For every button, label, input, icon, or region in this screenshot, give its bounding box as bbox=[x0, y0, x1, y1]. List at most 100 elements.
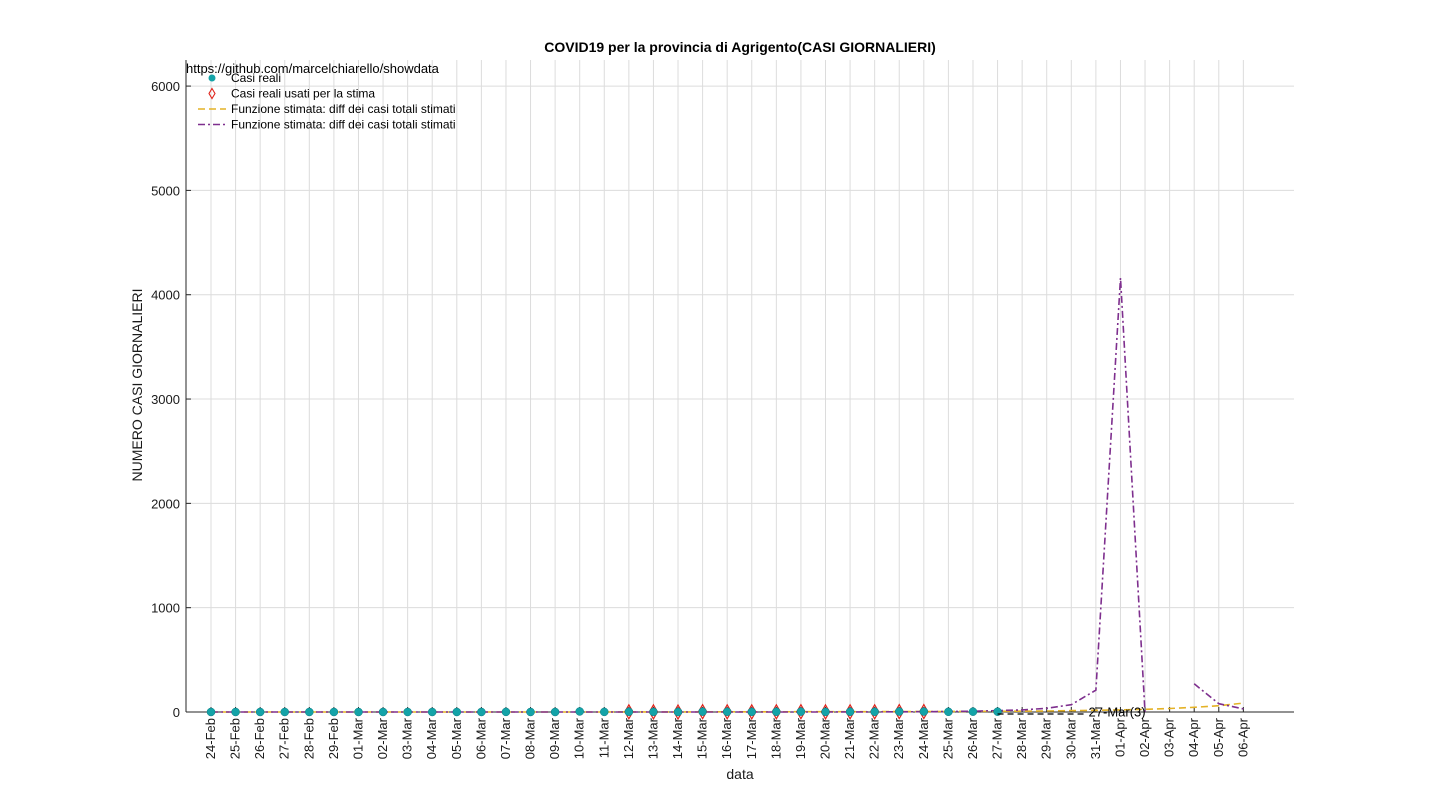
data-point-dot bbox=[944, 707, 953, 717]
x-tick-label: 02-Mar bbox=[375, 717, 390, 759]
x-tick-label: 26-Feb bbox=[252, 718, 267, 759]
data-point-dot bbox=[477, 707, 486, 717]
data-point-dot bbox=[206, 707, 216, 717]
y-tick-label: 0 bbox=[173, 705, 180, 720]
x-tick-label: 03-Apr bbox=[1162, 717, 1177, 757]
data-point-dot bbox=[403, 707, 412, 717]
x-tick-label: 16-Mar bbox=[719, 717, 734, 759]
x-tick-label: 22-Mar bbox=[867, 717, 882, 759]
legend-label: Funzione stimata: diff dei casi totali s… bbox=[231, 102, 456, 116]
x-tick-label: 18-Mar bbox=[768, 717, 783, 759]
x-tick-label: 08-Mar bbox=[523, 717, 538, 759]
x-tick-label: 17-Mar bbox=[744, 717, 759, 759]
x-tick-label: 28-Mar bbox=[1014, 717, 1029, 759]
x-tick-label: 03-Mar bbox=[400, 717, 415, 759]
x-tick-label: 06-Mar bbox=[473, 717, 488, 759]
x-tick-label: 11-Mar bbox=[596, 717, 611, 758]
data-point-dot bbox=[821, 707, 830, 717]
y-tick-label: 5000 bbox=[151, 183, 180, 198]
legend-marker-dot bbox=[208, 74, 216, 82]
annotation: 27-Mar(3) bbox=[1089, 705, 1146, 720]
x-tick-label: 31-Mar bbox=[1088, 717, 1103, 759]
data-point-dot bbox=[649, 707, 658, 717]
data-point-dot bbox=[673, 707, 683, 717]
x-tick-label: 01-Apr bbox=[1112, 717, 1127, 757]
x-tick-label: 30-Mar bbox=[1063, 717, 1078, 759]
x-tick-label: 04-Mar bbox=[424, 717, 439, 759]
data-point-dot bbox=[378, 707, 388, 717]
x-tick-label: 24-Feb bbox=[203, 718, 218, 759]
data-point-dot bbox=[722, 707, 732, 717]
chart-title: COVID19 per la provincia di Agrigento(CA… bbox=[544, 39, 936, 55]
y-tick-label: 1000 bbox=[151, 601, 180, 616]
x-tick-label: 12-Mar bbox=[621, 717, 636, 759]
x-tick-label: 19-Mar bbox=[793, 717, 808, 759]
data-point-dot bbox=[870, 707, 879, 717]
x-tick-label: 29-Feb bbox=[326, 718, 341, 759]
data-point-dot bbox=[354, 707, 363, 717]
x-tick-label: 23-Mar bbox=[891, 717, 906, 759]
data-point-dot bbox=[772, 707, 781, 717]
series-line-2 bbox=[211, 702, 1244, 713]
x-tick-label: 28-Feb bbox=[301, 718, 316, 759]
data-point-dot bbox=[427, 707, 437, 717]
x-tick-label: 05-Apr bbox=[1211, 717, 1226, 757]
data-point-dot bbox=[329, 707, 339, 717]
data-point-dot bbox=[600, 707, 609, 717]
x-tick-label: 10-Mar bbox=[572, 717, 587, 759]
tick-labels: 24-Feb 25-Feb 26-Feb 27-Feb 28-Feb 29-Feb 01-M… bbox=[151, 79, 1250, 759]
data-point-dot bbox=[305, 707, 314, 717]
data-point-dot bbox=[526, 707, 535, 717]
data-point-dot bbox=[919, 707, 929, 716]
legend-marker-diamond bbox=[208, 87, 216, 100]
y-tick-label: 6000 bbox=[151, 79, 180, 94]
x-tick-label: 05-Mar bbox=[449, 717, 464, 759]
data-point-dot bbox=[845, 707, 855, 717]
source-url: https://github.com/marcelchiarello/showd… bbox=[186, 61, 440, 76]
data-point-dot bbox=[452, 707, 462, 717]
data-point-dot bbox=[796, 707, 806, 716]
data-point-dot bbox=[968, 707, 978, 716]
x-tick-label: 13-Mar bbox=[645, 717, 660, 759]
x-tick-label: 24-Mar bbox=[916, 717, 931, 759]
data-point-dot bbox=[231, 707, 240, 717]
x-tick-label: 06-Apr bbox=[1235, 717, 1250, 757]
x-tick-label: 09-Mar bbox=[547, 717, 562, 759]
x-tick-label: 29-Mar bbox=[1039, 717, 1054, 759]
data-point-dot bbox=[575, 707, 584, 716]
x-tick-label: 27-Mar bbox=[990, 717, 1005, 759]
data-point-dot bbox=[698, 707, 707, 716]
data-point-dot bbox=[255, 707, 265, 717]
grid bbox=[186, 60, 1294, 713]
x-tick-label: 01-Mar bbox=[350, 717, 365, 759]
plot-area bbox=[186, 60, 1294, 712]
x-tick-label: 14-Mar bbox=[670, 717, 685, 759]
data-point-dot bbox=[501, 707, 511, 717]
data-point-dot bbox=[894, 707, 904, 716]
x-tick-label: 27-Feb bbox=[277, 718, 292, 759]
y-axis-label: NUMERO CASI GIORNALIERI bbox=[129, 289, 145, 482]
legend-label: Casi reali usati per la stima bbox=[231, 87, 375, 101]
x-axis-label: data bbox=[726, 766, 753, 782]
x-tick-label: 15-Mar bbox=[695, 717, 710, 759]
data-point-dot bbox=[550, 707, 560, 717]
series-line-3 bbox=[1193, 683, 1244, 710]
legend-label: Funzione stimata: diff dei casi totali s… bbox=[231, 118, 456, 132]
y-tick-label: 3000 bbox=[151, 392, 180, 407]
x-tick-label: 20-Mar bbox=[818, 717, 833, 759]
x-tick-label: 25-Mar bbox=[940, 717, 955, 759]
x-tick-label: 21-Mar bbox=[842, 717, 857, 759]
series-layer bbox=[206, 277, 1244, 721]
x-tick-label: 04-Apr bbox=[1186, 717, 1201, 757]
data-point-dot bbox=[624, 707, 634, 717]
legend-label: Casi reali bbox=[231, 71, 281, 85]
data-point-dot bbox=[747, 707, 757, 717]
x-tick-label: 26-Mar bbox=[965, 717, 980, 759]
x-tick-label: 25-Feb bbox=[228, 718, 243, 759]
x-tick-label: 02-Apr bbox=[1137, 717, 1152, 757]
y-tick-label: 2000 bbox=[151, 496, 180, 511]
x-tick-label: 07-Mar bbox=[498, 717, 513, 759]
data-point-dot bbox=[280, 707, 289, 717]
